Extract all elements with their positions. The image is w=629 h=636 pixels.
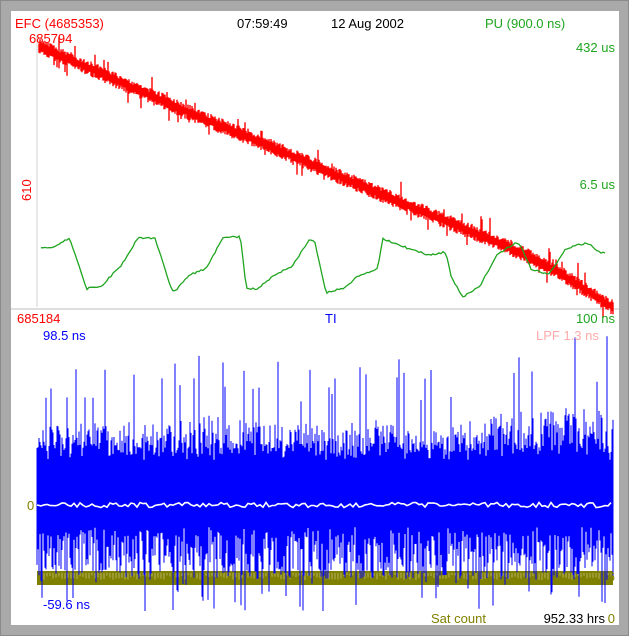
series-layer bbox=[36, 36, 614, 611]
efc-top-value: 685794 bbox=[29, 31, 72, 46]
pu-title: PU (900.0 ns) bbox=[485, 16, 565, 31]
ti-bottom-value: -59.6 ns bbox=[43, 597, 90, 612]
time-label: 07:59:49 bbox=[237, 16, 288, 31]
efc-span-label: 610 bbox=[19, 179, 34, 201]
duration-label: 952.33 hrs bbox=[544, 611, 606, 625]
pu-bottom-value: 100 ns bbox=[576, 311, 616, 326]
efc-series bbox=[38, 36, 614, 318]
efc-bottom-value: 685184 bbox=[17, 311, 60, 326]
ti-zero-label: 0 bbox=[27, 498, 34, 513]
ti-series-core bbox=[36, 442, 614, 537]
efc-title: EFC (4685353) bbox=[15, 16, 104, 31]
sat-top-value: 6 bbox=[608, 569, 615, 584]
ti-title: TI bbox=[325, 311, 337, 326]
plot-area: EFC (4685353) 07:59:49 12 Aug 2002 PU (9… bbox=[11, 11, 619, 625]
sat-count-label: Sat count bbox=[431, 611, 486, 625]
date-label: 12 Aug 2002 bbox=[331, 16, 404, 31]
pu-top-value: 432 us bbox=[576, 40, 616, 55]
chart-svg: EFC (4685353) 07:59:49 12 Aug 2002 PU (9… bbox=[11, 16, 619, 625]
sat-bottom-value: 0 bbox=[608, 611, 615, 625]
lpf-series bbox=[36, 501, 612, 509]
lpf-label: LPF 1.3 ns bbox=[536, 328, 599, 343]
sat-count-band bbox=[37, 571, 613, 585]
pu-mid-value: 6.5 us bbox=[580, 177, 616, 192]
ti-top-value: 98.5 ns bbox=[43, 328, 86, 343]
pu-series bbox=[40, 235, 606, 298]
